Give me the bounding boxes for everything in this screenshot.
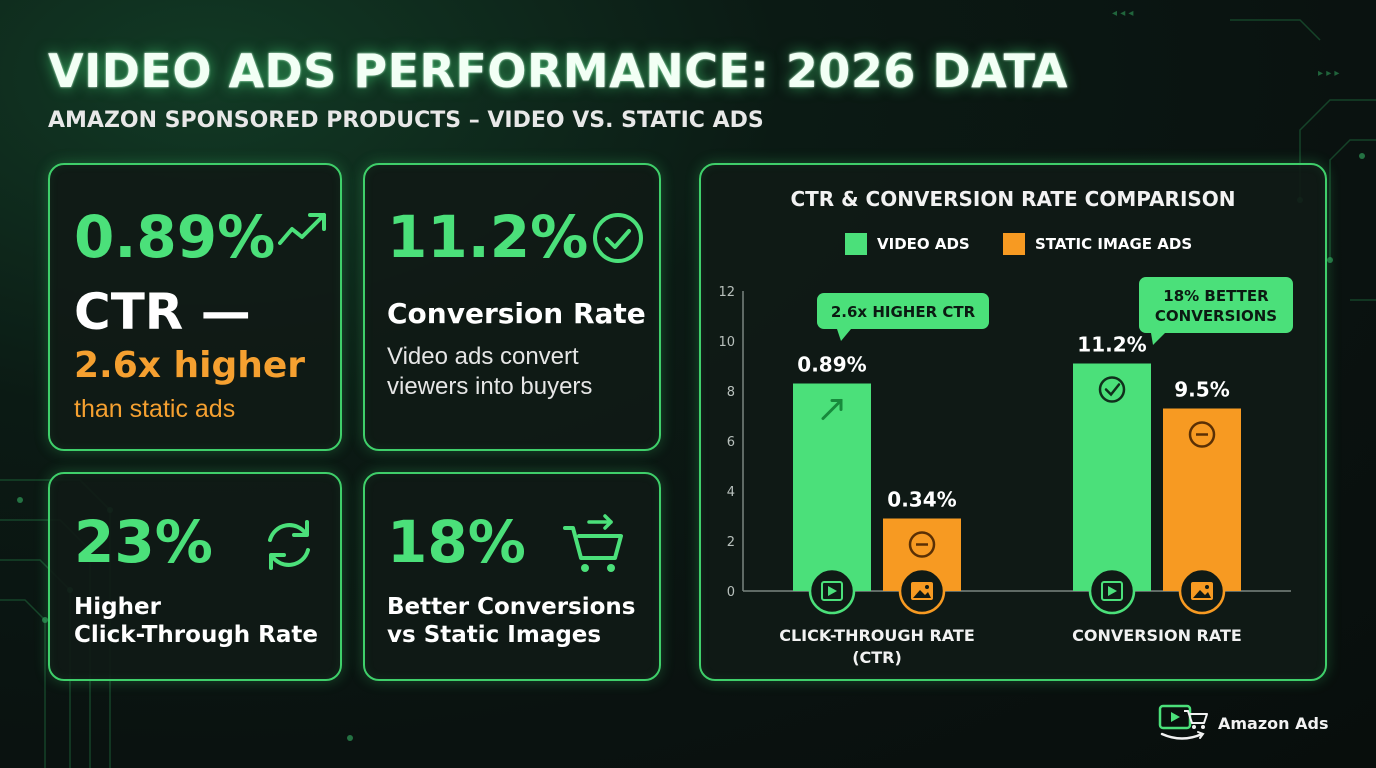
conversion-stat-card: 11.2% Conversion Rate Video ads convert … — [363, 163, 661, 451]
image-icon-sun — [925, 585, 929, 589]
check-circle-icon — [593, 213, 643, 263]
play-icon-frame — [1101, 581, 1123, 601]
better-conv-label-line2: vs Static Images — [387, 622, 602, 648]
callout-conv-text: 18% BETTER — [1163, 287, 1269, 305]
higher-ctr-value: 23% — [74, 508, 213, 576]
data-label: 0.89% — [797, 353, 866, 377]
refresh-icon — [268, 520, 310, 570]
ctr-label: CTR — — [74, 283, 251, 341]
callout-conv-text: CONVERSIONS — [1155, 307, 1277, 325]
image-icon-sun — [1205, 585, 1209, 589]
legend-static-label: STATIC IMAGE ADS — [1035, 235, 1193, 253]
y-tick-label: 12 — [718, 285, 735, 300]
svg-text:▸ ▸ ▸: ▸ ▸ ▸ — [1318, 68, 1339, 79]
data-label: 11.2% — [1077, 333, 1146, 357]
higher-ctr-card: 23% Higher Click-Through Rate — [48, 472, 342, 681]
higher-ctr-label-line2: Click-Through Rate — [74, 622, 318, 648]
play-icon-frame — [821, 581, 843, 601]
ctr-note: than static ads — [74, 395, 236, 423]
bar-video-1 — [1073, 363, 1151, 591]
conversion-label: Conversion Rate — [387, 297, 646, 330]
callout-ctr-pointer — [837, 329, 851, 341]
ctr-comparison: 2.6x higher — [74, 345, 306, 386]
y-tick-label: 10 — [718, 335, 735, 350]
trending-up-icon — [821, 399, 843, 420]
ctr-stat-card: 0.89% CTR — 2.6x higher than static ads — [48, 163, 342, 451]
bar-video-0 — [793, 383, 871, 591]
y-tick-label: 2 — [727, 535, 735, 550]
data-label: 9.5% — [1174, 378, 1229, 402]
conversion-desc-line2: viewers into buyers — [387, 373, 593, 400]
better-conv-label-line1: Better Conversions — [387, 594, 636, 620]
brand-name: Amazon Ads — [1218, 713, 1329, 733]
better-conv-value: 18% — [387, 508, 526, 576]
ctr-value: 0.89% — [74, 203, 276, 271]
callout-conv-box — [1139, 277, 1293, 333]
y-tick-label: 8 — [727, 385, 735, 400]
y-tick-label: 6 — [727, 435, 735, 450]
legend-static: STATIC IMAGE ADS — [1003, 233, 1192, 255]
chart-panel: CTR & CONVERSION RATE COMPARISON VIDEO A… — [699, 163, 1327, 681]
trending-up-icon — [278, 213, 326, 245]
x-category-label: CLICK-THROUGH RATE — [779, 626, 975, 645]
check-mark — [1104, 383, 1121, 397]
play-icon — [828, 586, 837, 596]
legend-video-swatch — [845, 233, 867, 255]
amazon-ads-logo-icon — [1158, 704, 1208, 740]
legend-video: VIDEO ADS — [845, 233, 970, 255]
legend-video-label: VIDEO ADS — [877, 235, 970, 253]
minus-circle-icon — [1188, 421, 1216, 448]
y-tick-label: 4 — [727, 485, 735, 500]
page-subtitle: AMAZON SPONSORED PRODUCTS – VIDEO VS. ST… — [48, 108, 764, 133]
conversion-value: 11.2% — [387, 203, 589, 271]
svg-text:◂ ◂ ◂: ◂ ◂ ◂ — [1112, 8, 1133, 19]
callout-ctr-text: 2.6x HIGHER CTR — [831, 303, 976, 321]
x-category-label: (CTR) — [852, 648, 902, 667]
bar-chart: 0 2 4 6 8 10 12 0.89% 0.34% CLICK-THROUGH RATE (CT… — [718, 277, 1293, 667]
play-icon — [1108, 586, 1117, 596]
higher-ctr-label-line1: Higher — [74, 594, 161, 620]
better-conversions-card: 18% Better Conversions vs Static Images — [363, 472, 661, 681]
y-tick-label: 0 — [727, 585, 735, 600]
check-circle-icon — [1098, 376, 1126, 403]
conversion-desc-line1: Video ads convert — [387, 343, 579, 370]
callout-ctr-box — [817, 293, 989, 329]
chart-title: CTR & CONVERSION RATE COMPARISON — [790, 187, 1236, 211]
callout-conv-pointer — [1151, 333, 1165, 345]
cart-icon — [563, 514, 623, 572]
page-title: VIDEO ADS PERFORMANCE: 2026 DATA — [48, 44, 1069, 98]
image-icon-mountain — [913, 590, 931, 598]
data-label: 0.34% — [887, 488, 956, 512]
x-category-label: CONVERSION RATE — [1072, 626, 1242, 645]
brand-logo: Amazon Ads — [1158, 703, 1328, 743]
legend-static-swatch — [1003, 233, 1025, 255]
minus-circle-icon — [908, 531, 936, 558]
bar-static-1 — [1163, 408, 1241, 591]
image-icon-mountain — [1193, 590, 1211, 598]
